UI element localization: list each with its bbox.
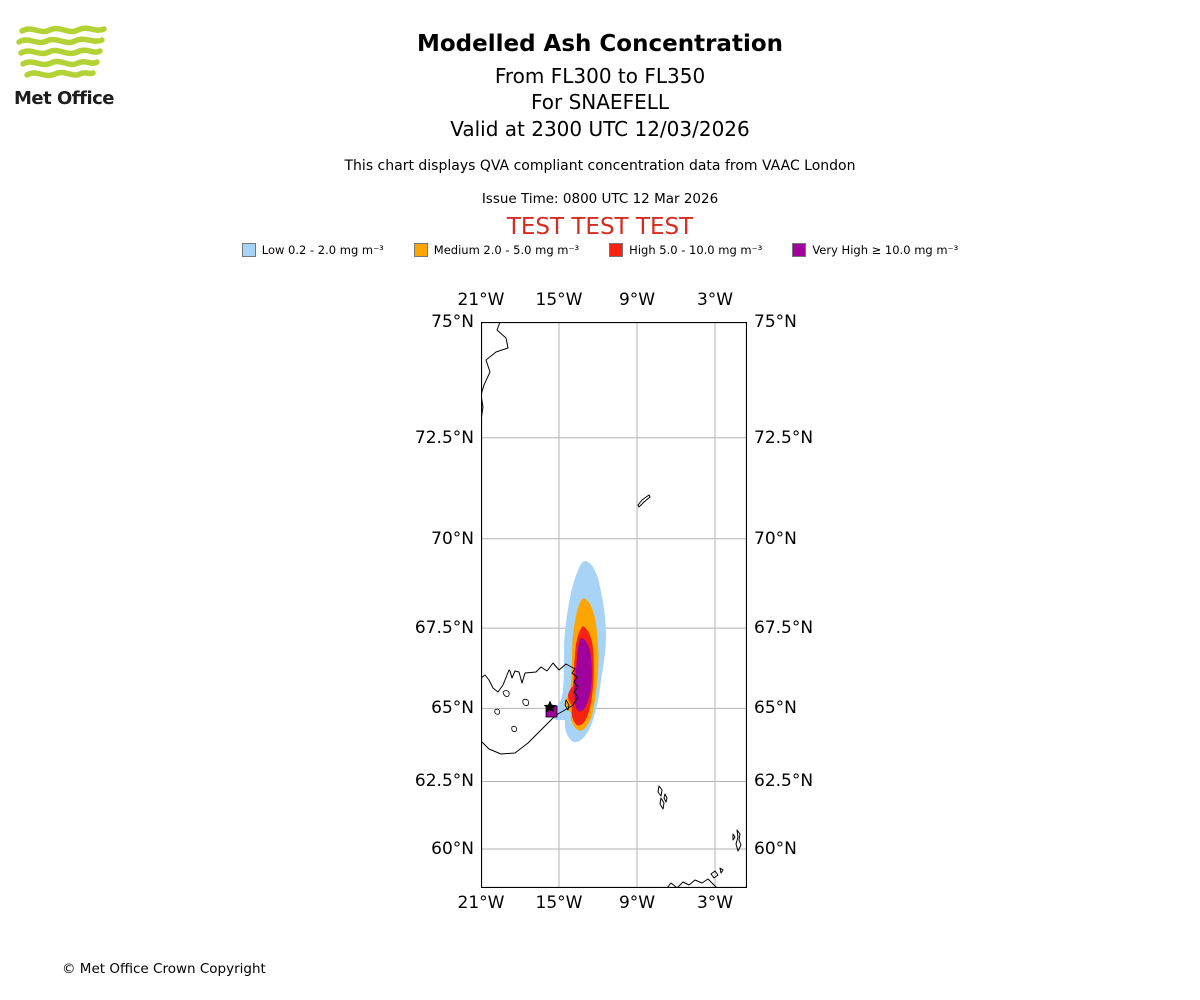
lon-label-top-15w: 15°W [535, 290, 583, 310]
legend-item-very-high: Very High ≥ 10.0 mg m⁻³ [792, 243, 958, 257]
issue-time: Issue Time: 0800 UTC 12 Mar 2026 [481, 191, 719, 207]
lat-label-right-62-5n: 62.5°N [754, 771, 814, 791]
logo-waves-icon [16, 25, 107, 79]
lat-label-left-67-5n: 67.5°N [414, 618, 474, 638]
lon-label-bottom-21w: 21°W [457, 893, 505, 913]
volcano-marker [543, 700, 558, 718]
ash-plume [551, 561, 606, 743]
logo-text: Met Office [14, 88, 115, 109]
legend-label-high: High 5.0 - 10.0 mg m⁻³ [629, 243, 763, 257]
lat-label-left-60n: 60°N [431, 839, 474, 859]
legend-label-low: Low 0.2 - 2.0 mg m⁻³ [261, 243, 384, 257]
copyright-text: © Met Office Crown Copyright [62, 961, 266, 977]
coastline-greenland [481, 322, 509, 421]
subtitle-volcano: For SNAEFELL [530, 90, 669, 114]
legend-item-high: High 5.0 - 10.0 mg m⁻³ [609, 243, 762, 257]
coastline-scotland [666, 867, 724, 888]
subtitle-valid-time: Valid at 2300 UTC 12/03/2026 [450, 117, 750, 141]
map-frame [481, 322, 747, 888]
lon-label-top-3w: 3°W [696, 290, 734, 310]
lon-label-bottom-9w: 9°W [618, 893, 656, 913]
coastline-iceland [481, 662, 579, 755]
lat-label-right-72-5n: 72.5°N [754, 428, 814, 448]
lat-label-left-72-5n: 72.5°N [414, 428, 474, 448]
legend-swatch-very-high [792, 243, 807, 257]
qva-note: This chart displays QVA compliant concen… [344, 158, 856, 174]
volcano-star-icon [543, 700, 557, 713]
map-canvas [481, 322, 747, 888]
lat-label-left-70n: 70°N [431, 529, 474, 549]
test-banner: TEST TEST TEST [506, 214, 694, 240]
met-office-logo: Met Office [14, 24, 144, 109]
coastlines [481, 322, 742, 888]
legend-swatch-medium [413, 243, 428, 257]
lat-label-right-70n: 70°N [754, 529, 797, 549]
island-jan-mayen [637, 494, 651, 508]
lat-label-right-60n: 60°N [754, 839, 797, 859]
page-title: Modelled Ash Concentration [416, 31, 784, 57]
ash-plume-very-high [574, 638, 592, 712]
lon-label-top-9w: 9°W [618, 290, 656, 310]
islands-shetland [732, 829, 742, 852]
grid-lines [481, 322, 747, 888]
legend-swatch-low [241, 243, 256, 257]
lat-label-left-65n: 65°N [431, 698, 474, 718]
legend-swatch-high [609, 243, 624, 257]
subtitle-flight-levels: From FL300 to FL350 [494, 64, 706, 88]
legend-label-very-high: Very High ≥ 10.0 mg m⁻³ [812, 243, 959, 257]
lon-label-top-21w: 21°W [457, 290, 505, 310]
lakes-iceland [494, 690, 570, 733]
legend-item-medium: Medium 2.0 - 5.0 mg m⁻³ [413, 243, 580, 257]
legend-item-low: Low 0.2 - 2.0 mg m⁻³ [241, 243, 384, 257]
lat-label-left-62-5n: 62.5°N [414, 771, 474, 791]
lat-label-right-67-5n: 67.5°N [754, 618, 814, 638]
legend-label-medium: Medium 2.0 - 5.0 mg m⁻³ [433, 243, 580, 257]
legend: Low 0.2 - 2.0 mg m⁻³ Medium 2.0 - 5.0 mg… [0, 243, 1200, 257]
islands-faroe [657, 785, 668, 810]
lon-label-bottom-3w: 3°W [696, 893, 734, 913]
lat-label-right-75n: 75°N [754, 312, 797, 332]
lat-label-left-75n: 75°N [431, 312, 474, 332]
lon-label-bottom-15w: 15°W [535, 893, 583, 913]
lat-label-right-65n: 65°N [754, 698, 797, 718]
